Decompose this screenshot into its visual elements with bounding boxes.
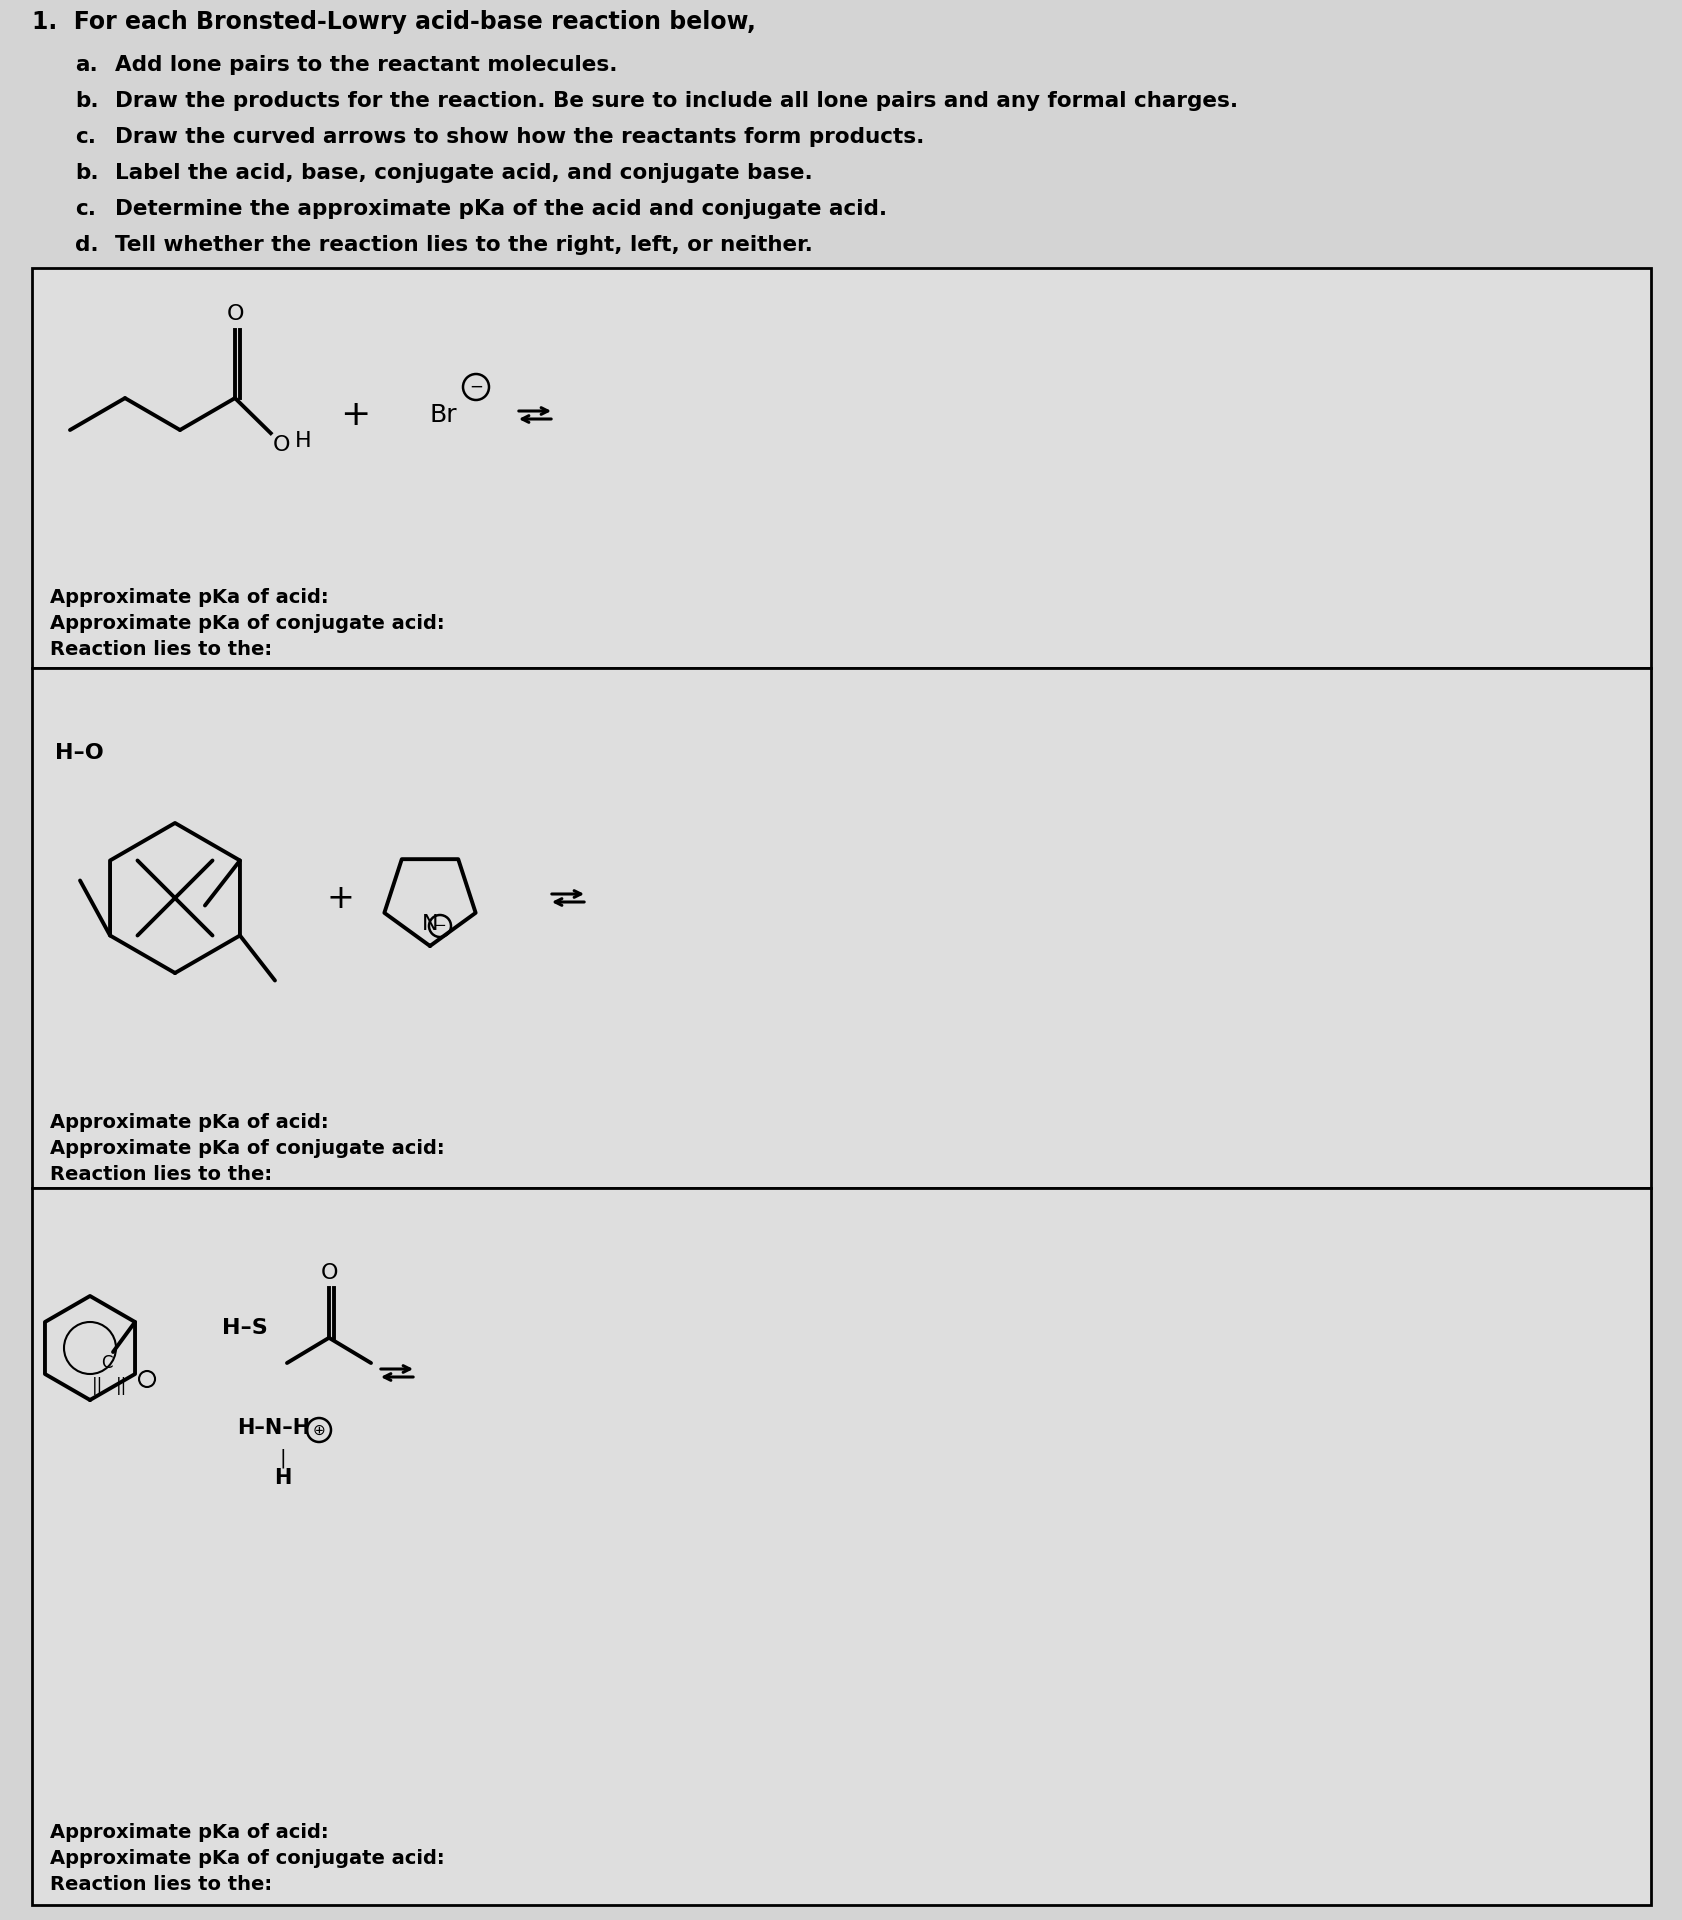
Text: −: − [434,918,446,933]
Text: b.: b. [76,163,99,182]
Text: a.: a. [76,56,98,75]
Bar [32,269,1650,668]
Text: N: N [422,914,439,933]
Text: ||: || [91,1377,103,1396]
Text: O: O [227,303,244,324]
Text: −: − [469,378,483,396]
Text: C: C [101,1354,113,1373]
Text: Label the acid, base, conjugate acid, and conjugate base.: Label the acid, base, conjugate acid, an… [114,163,812,182]
Text: H: H [294,432,311,451]
Text: Approximate pKa of conjugate acid:: Approximate pKa of conjugate acid: [50,614,444,634]
Text: O: O [321,1263,338,1283]
Text: +: + [326,881,353,914]
Text: H: H [274,1469,291,1488]
Text: c.: c. [76,127,96,148]
Text: +: + [340,397,370,432]
Text: Approximate pKa of acid:: Approximate pKa of acid: [50,588,328,607]
Text: H–O: H–O [56,743,104,762]
Text: c.: c. [76,200,96,219]
Bar [32,668,1650,1188]
Text: Approximate pKa of conjugate acid:: Approximate pKa of conjugate acid: [50,1139,444,1158]
Text: Tell whether the reaction lies to the right, left, or neither.: Tell whether the reaction lies to the ri… [114,234,812,255]
Text: Draw the curved arrows to show how the reactants form products.: Draw the curved arrows to show how the r… [114,127,923,148]
Text: Add lone pairs to the reactant molecules.: Add lone pairs to the reactant molecules… [114,56,617,75]
Text: H–S: H–S [222,1317,267,1338]
Text: ⊕: ⊕ [313,1423,325,1438]
Text: Determine the approximate pKa of the acid and conjugate acid.: Determine the approximate pKa of the aci… [114,200,886,219]
Text: Reaction lies to the:: Reaction lies to the: [50,1876,272,1893]
Text: H–N–H: H–N–H [237,1419,309,1438]
Text: |: | [279,1448,286,1467]
Text: Approximate pKa of acid:: Approximate pKa of acid: [50,1114,328,1133]
Text: O: O [272,436,289,455]
Bar [32,1188,1650,1905]
Text: Approximate pKa of conjugate acid:: Approximate pKa of conjugate acid: [50,1849,444,1868]
Text: Br: Br [429,403,458,426]
Text: b.: b. [76,90,99,111]
Text: Draw the products for the reaction. Be sure to include all lone pairs and any fo: Draw the products for the reaction. Be s… [114,90,1238,111]
Text: ||: || [116,1377,126,1396]
Text: d.: d. [76,234,99,255]
Text: 1.  For each Bronsted-Lowry acid-base reaction below,: 1. For each Bronsted-Lowry acid-base rea… [32,10,755,35]
Text: Reaction lies to the:: Reaction lies to the: [50,639,272,659]
Text: Approximate pKa of acid:: Approximate pKa of acid: [50,1822,328,1841]
Text: Reaction lies to the:: Reaction lies to the: [50,1165,272,1185]
